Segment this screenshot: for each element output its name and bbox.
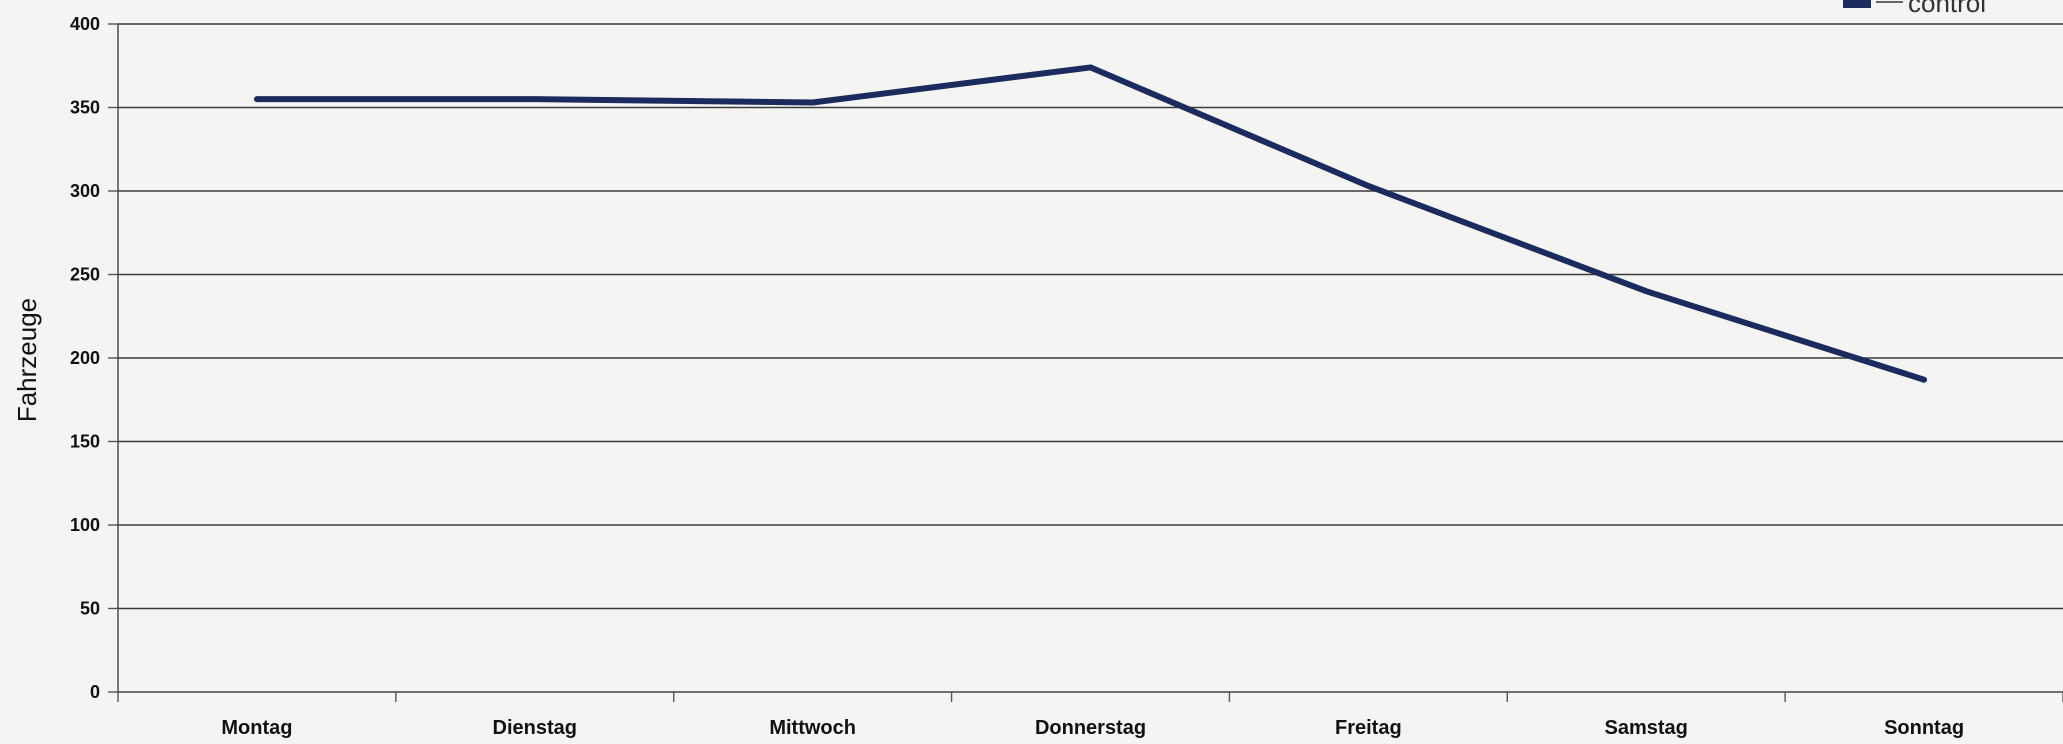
y-tick-label: 200 <box>70 348 100 368</box>
y-tick-label: 50 <box>80 599 100 619</box>
y-axis-label: Fahrzeuge <box>12 298 42 422</box>
y-tick-label: 150 <box>70 432 100 452</box>
y-tick-label: 0 <box>90 682 100 702</box>
grid-layer <box>118 23 2063 610</box>
x-tick-label-mittwoch: Mittwoch <box>769 717 856 739</box>
x-tick-label-montag: Montag <box>221 717 292 739</box>
x-tick-label-sonntag: Sonntag <box>1884 717 1964 739</box>
legend-label-control: control <box>1908 0 1986 18</box>
x-tick-label-donnerstag: Donnerstag <box>1035 717 1146 739</box>
x-tick-label-freitag: Freitag <box>1335 717 1402 739</box>
series-layer <box>253 64 1928 383</box>
y-tick-label: 400 <box>70 14 100 34</box>
y-tick-label: 300 <box>70 181 100 201</box>
legend: control <box>1843 0 1986 18</box>
y-tick-label: 250 <box>70 265 100 285</box>
y-tick-label: 350 <box>70 98 100 118</box>
axis-layer: 0 50 100 150 200 250 300 350 400 Montag Dienstag Mi… <box>70 14 2063 739</box>
x-tick-label-dienstag: Dienstag <box>493 717 577 739</box>
y-tick-label: 100 <box>70 515 100 535</box>
x-tick-label-samstag: Samstag <box>1605 717 1688 739</box>
series-line-control <box>253 64 1928 383</box>
legend-swatch-control <box>1843 0 1871 8</box>
